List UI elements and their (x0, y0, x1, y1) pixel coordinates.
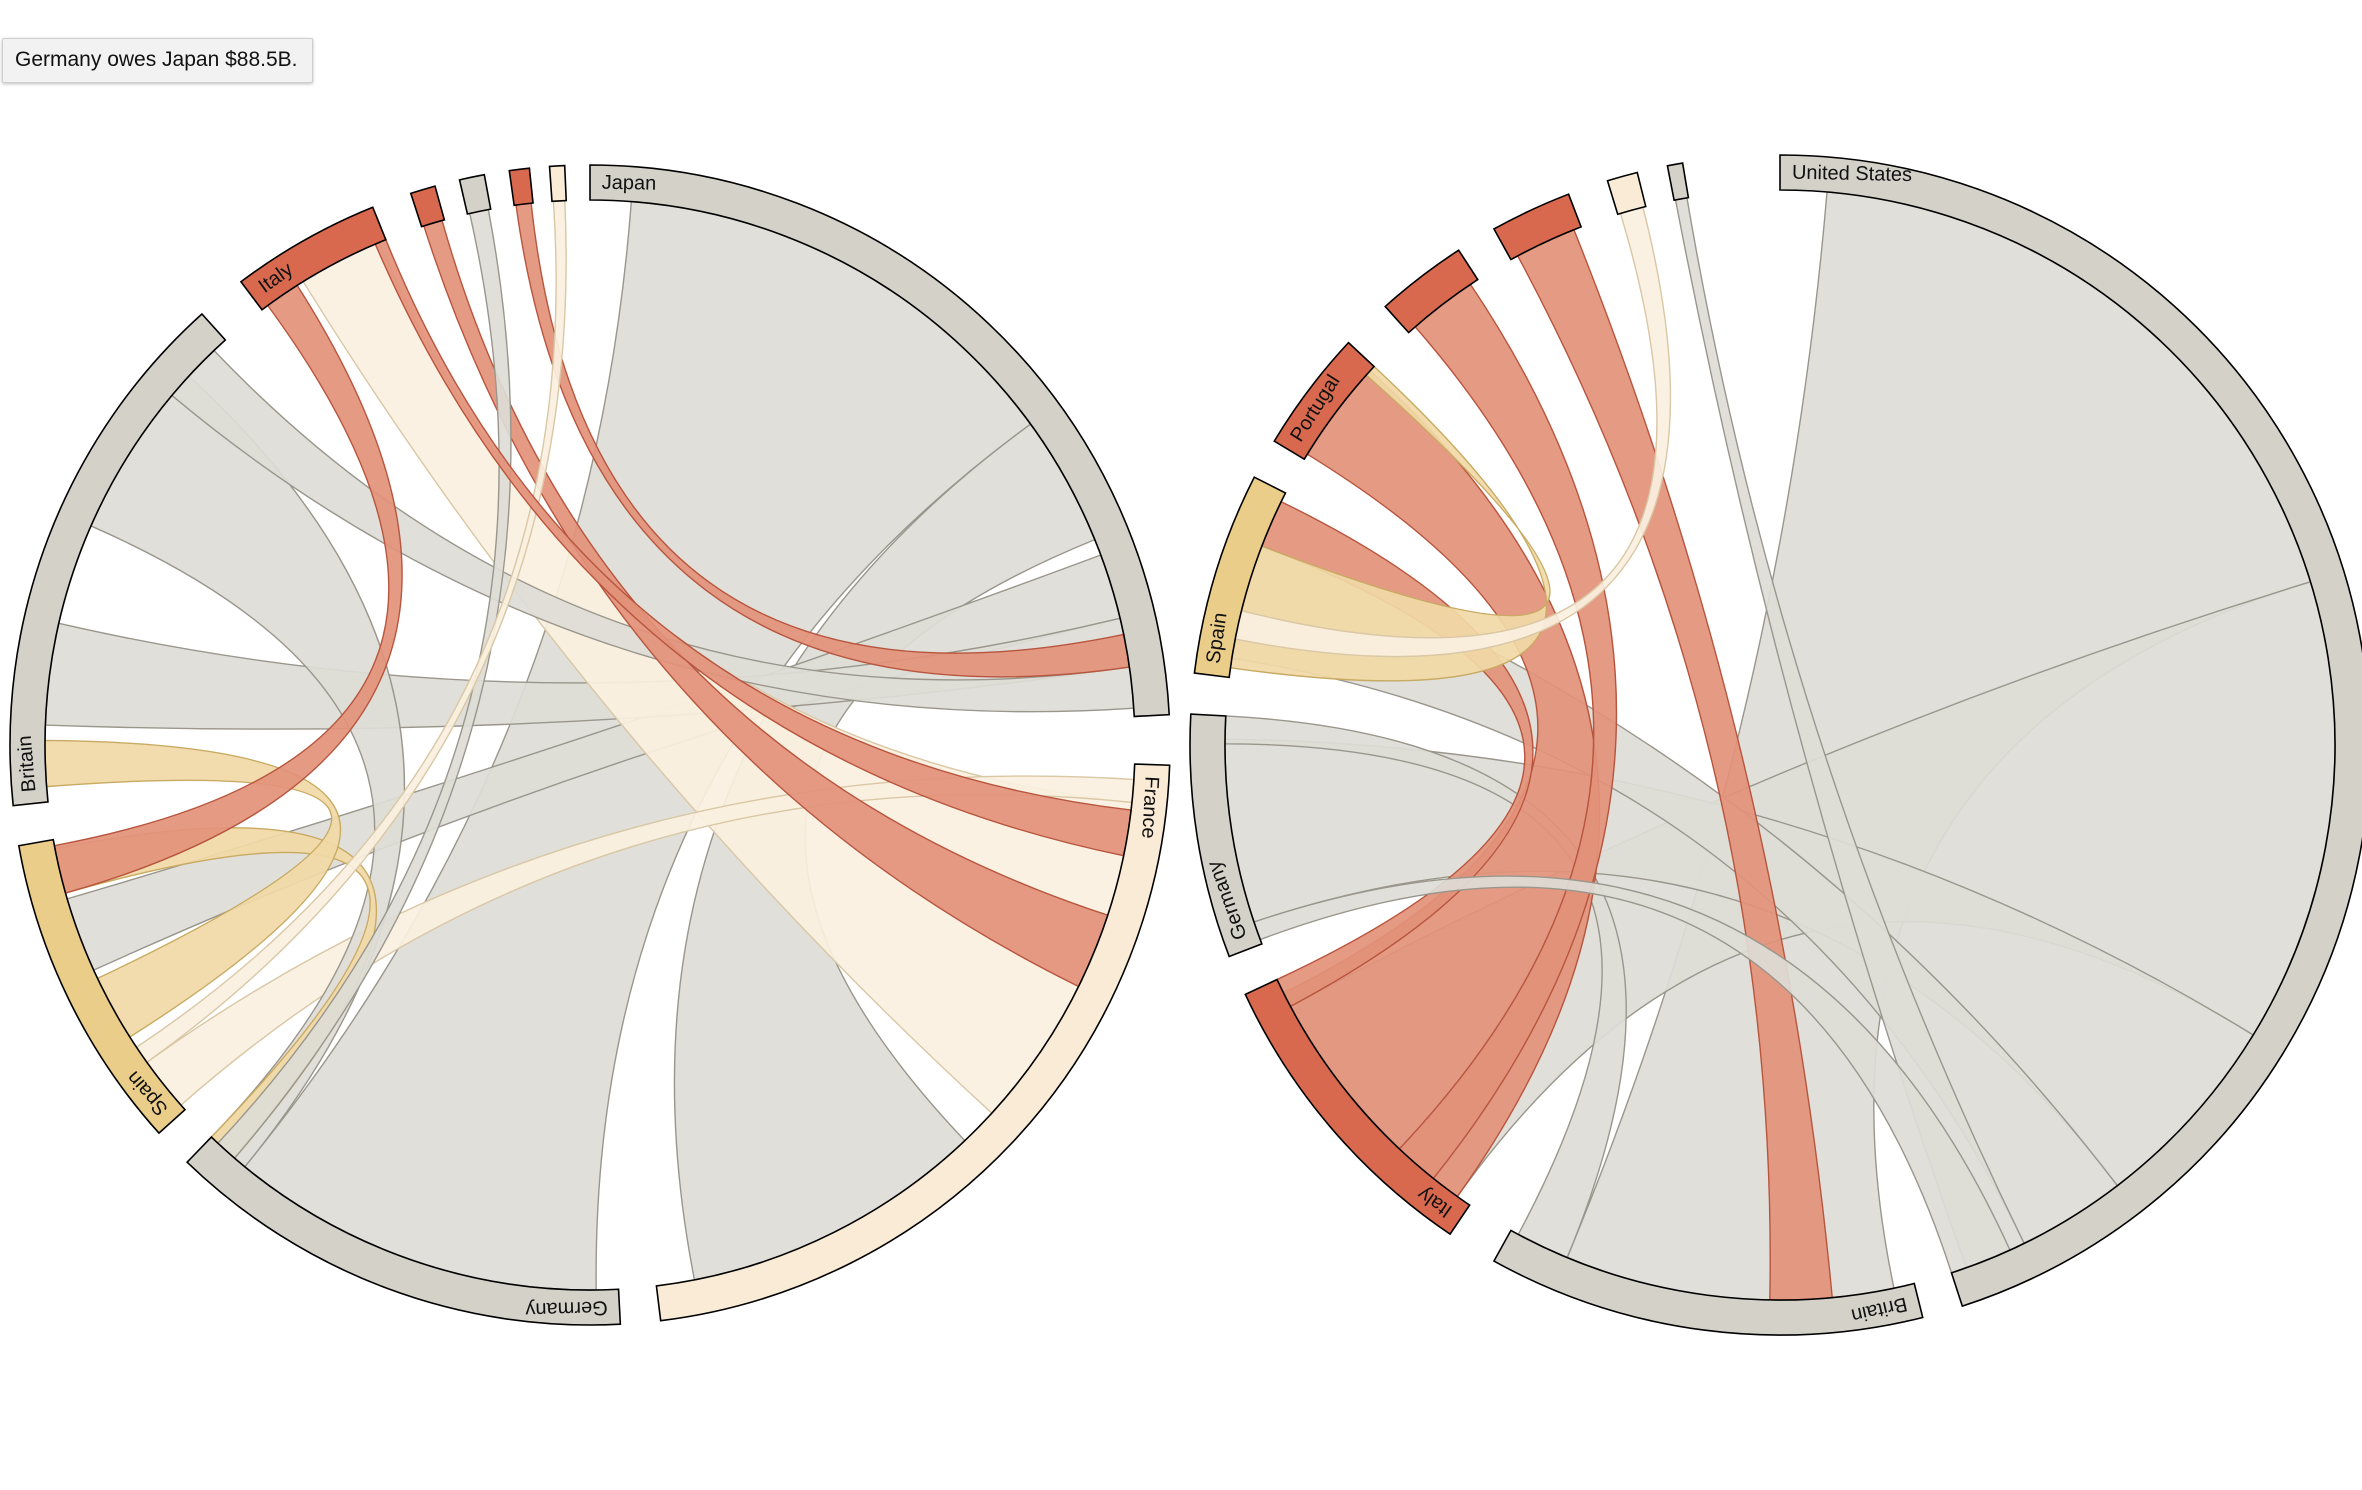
group-arc[interactable] (1244, 978, 1471, 1236)
group-arc[interactable] (1273, 341, 1376, 461)
group-arc[interactable] (1189, 713, 1263, 958)
group-arc[interactable] (548, 164, 568, 203)
group-arc[interactable] (1492, 193, 1583, 261)
group-arc[interactable] (9, 312, 227, 807)
chord-ribbons (1224, 191, 2336, 1301)
group-arc[interactable] (409, 185, 446, 228)
group-arc[interactable] (458, 173, 492, 215)
group-arc[interactable] (1666, 162, 1690, 202)
chord-diagram-right: United StatesBritainItalyGermanySpainPor… (1189, 154, 2362, 1336)
group-label: Japan (602, 172, 657, 195)
group-arc[interactable] (508, 167, 534, 207)
group-arc[interactable] (1606, 171, 1647, 216)
group-arc[interactable] (589, 164, 1171, 718)
chord-ribbon[interactable] (1229, 365, 1551, 682)
group-label: Britain (14, 735, 41, 793)
group-label: United States (1792, 162, 1913, 187)
chord-ribbons (44, 199, 1135, 1291)
group-arc[interactable] (1492, 1229, 1924, 1336)
group-arc[interactable] (1384, 249, 1479, 334)
group-label: Germany (525, 1296, 608, 1321)
group-arc[interactable] (1779, 154, 2362, 1308)
group-arc[interactable] (17, 838, 187, 1135)
group-arc[interactable] (1193, 476, 1287, 679)
group-arc[interactable] (655, 763, 1171, 1322)
group-arc[interactable] (185, 1135, 622, 1326)
group-label: France (1137, 776, 1162, 839)
tooltip: Germany owes Japan $88.5B. (2, 38, 313, 83)
group-arc[interactable] (239, 206, 387, 311)
